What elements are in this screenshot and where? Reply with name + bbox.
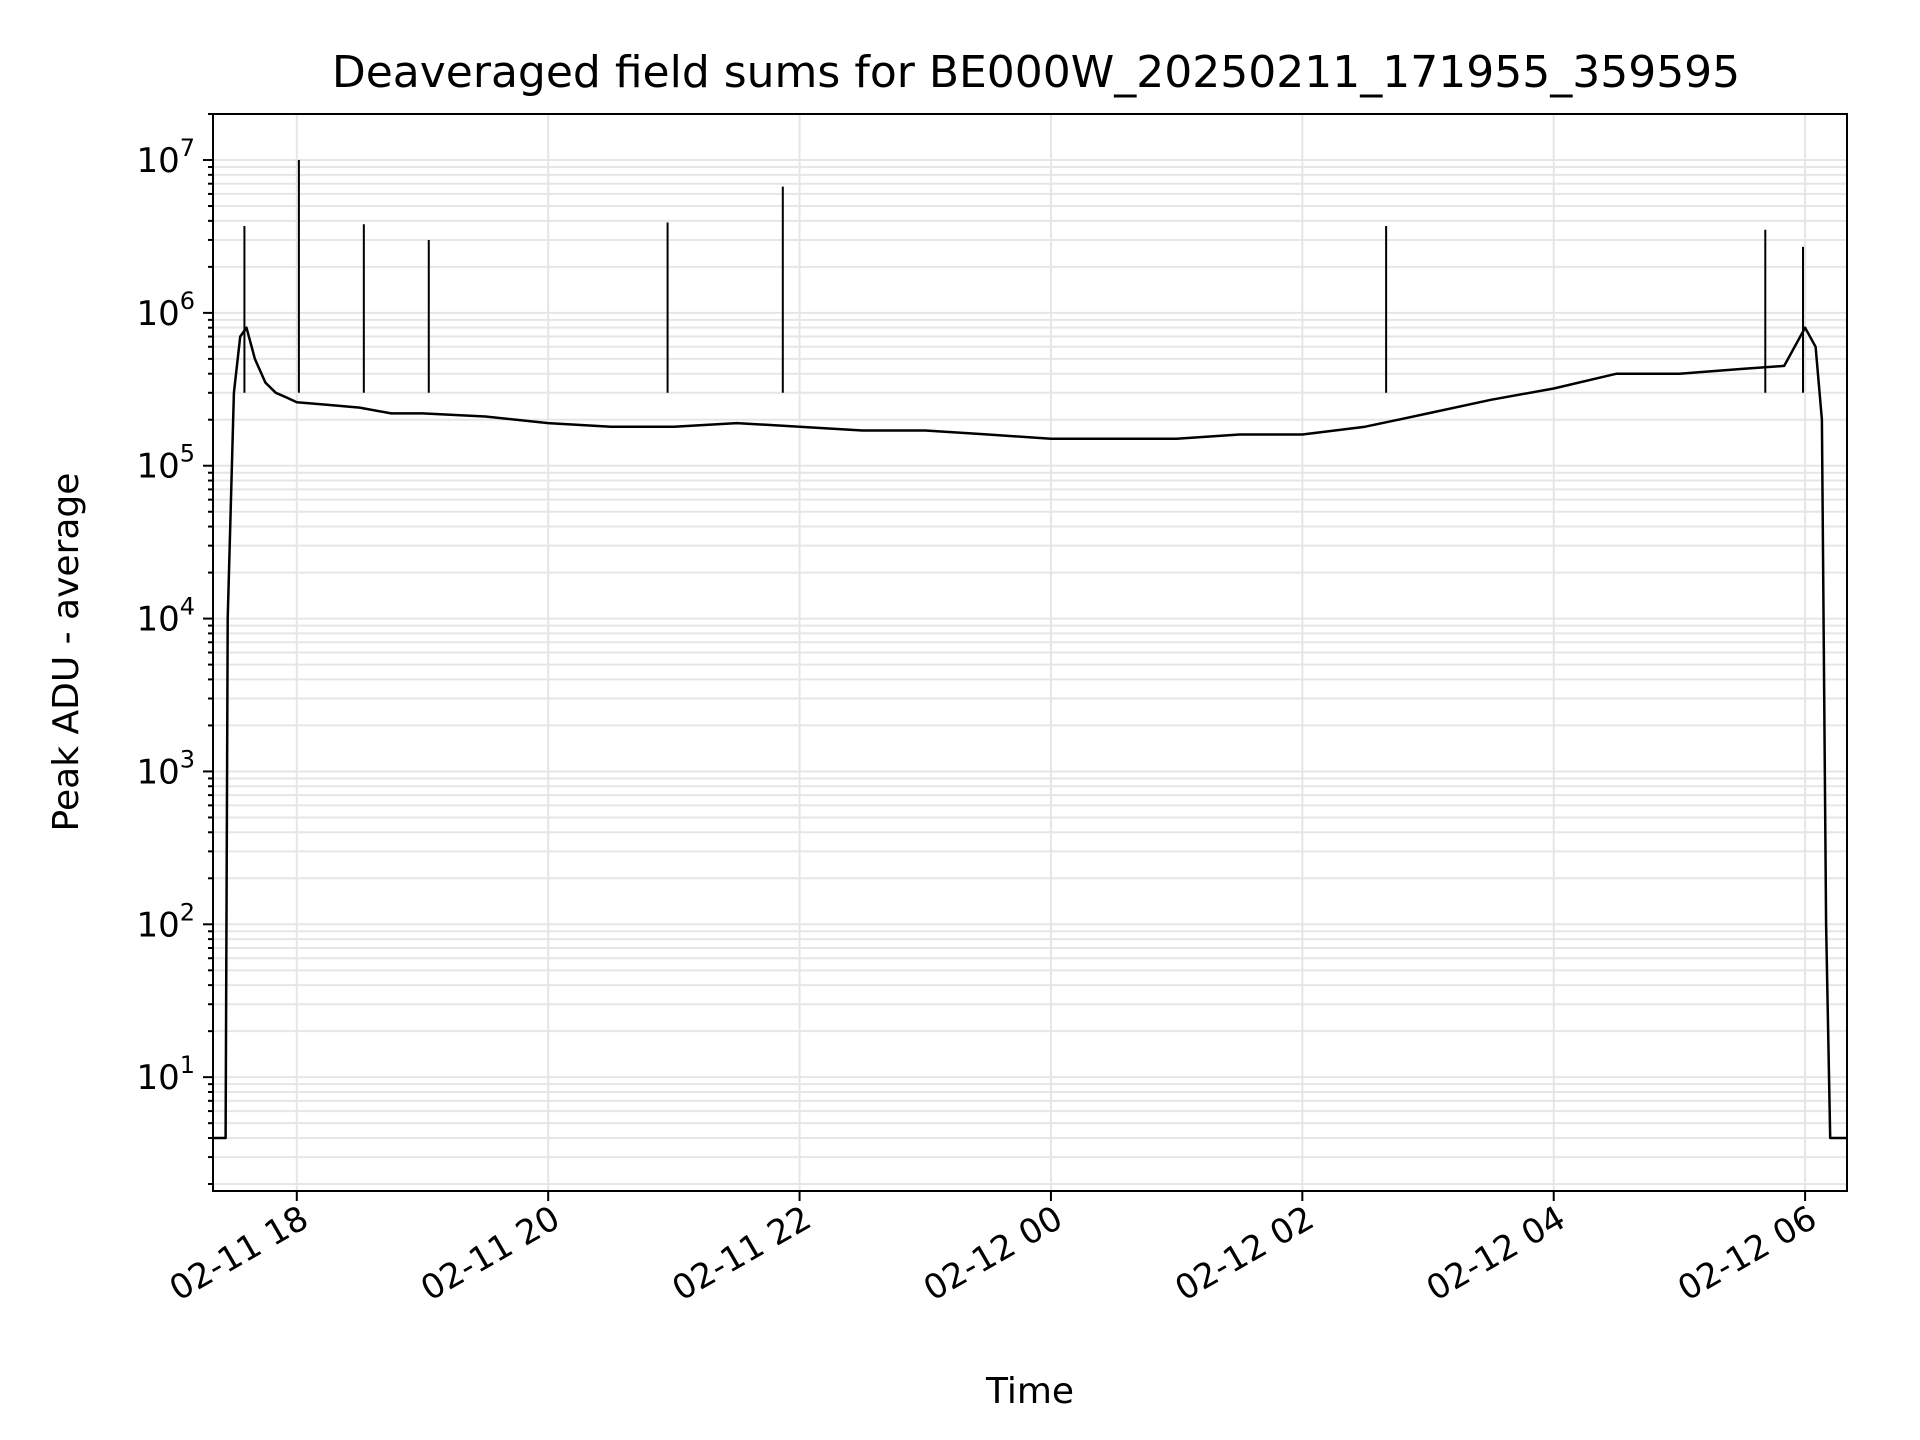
- grid-layer: [213, 113, 1847, 1191]
- series-point: [547, 422, 549, 424]
- x-tick-label: 02-12 04: [1420, 1198, 1572, 1309]
- series-point: [422, 412, 423, 414]
- x-tick-label: 02-12 06: [1671, 1198, 1823, 1309]
- series-point: [246, 327, 247, 329]
- series-point: [924, 430, 926, 431]
- series-point: [225, 1137, 227, 1139]
- series-point: [987, 434, 989, 435]
- series-point: [1364, 426, 1366, 428]
- series-point: [1427, 412, 1429, 414]
- series-point: [227, 618, 229, 620]
- series-point: [1815, 346, 1817, 348]
- series-point: [1741, 368, 1743, 370]
- series-point: [233, 392, 235, 394]
- y-tick-label: 101: [136, 1051, 195, 1098]
- series-point: [327, 404, 329, 406]
- series-point: [1050, 438, 1052, 440]
- x-axis: 02-11 18 02-11 20 02-11 22 02-12 00 02-12 02…: [163, 1191, 1824, 1309]
- series-point: [1678, 373, 1680, 375]
- series-layer: [212, 160, 1848, 1140]
- x-tick-label: 02-12 02: [1168, 1198, 1320, 1309]
- x-tick-label: 02-12 00: [917, 1198, 1069, 1309]
- series-point: [264, 382, 266, 384]
- y-tick-label: 102: [136, 898, 195, 945]
- series-point: [1239, 434, 1240, 435]
- series-point: [1553, 388, 1555, 389]
- series-point: [1804, 327, 1806, 329]
- series-point: [1301, 434, 1303, 435]
- series-point: [239, 336, 241, 338]
- series-point: [610, 426, 612, 428]
- series-point: [390, 412, 392, 414]
- series-point: [861, 430, 863, 431]
- series-point: [254, 358, 256, 360]
- x-axis-title: Time: [985, 1371, 1074, 1412]
- x-tick-label: 02-11 18: [163, 1198, 315, 1309]
- series-point: [1490, 399, 1492, 401]
- series-point: [1829, 1137, 1831, 1139]
- series-point: [296, 401, 298, 403]
- series-point: [736, 422, 738, 424]
- series-point: [1821, 419, 1823, 421]
- series-point: [1113, 438, 1115, 440]
- series-line: [213, 326, 1847, 1140]
- series-point: [275, 392, 277, 394]
- series-point: [484, 416, 486, 417]
- y-axis: 101 102 103 104 105 106 107: [136, 113, 213, 1186]
- series-point: [1783, 365, 1785, 367]
- y-tick-label: 105: [136, 440, 195, 487]
- x-tick-label: 02-11 22: [666, 1198, 818, 1309]
- y-tick-label: 107: [136, 134, 195, 181]
- y-axis-title: Peak ADU - average: [46, 473, 87, 832]
- series-point: [799, 426, 801, 428]
- series-point: [359, 407, 361, 409]
- series-point: [1825, 923, 1827, 925]
- chart-title: Deaveraged field sums for BE000W_2025021…: [332, 47, 1740, 98]
- series-point: [285, 396, 287, 398]
- series-point: [1616, 373, 1618, 375]
- x-tick-label: 02-11 20: [414, 1198, 566, 1309]
- series-point: [673, 426, 675, 428]
- y-tick-label: 103: [136, 745, 195, 792]
- series-point: [1176, 438, 1178, 440]
- y-tick-label: 106: [136, 287, 195, 334]
- y-tick-label: 104: [136, 593, 195, 640]
